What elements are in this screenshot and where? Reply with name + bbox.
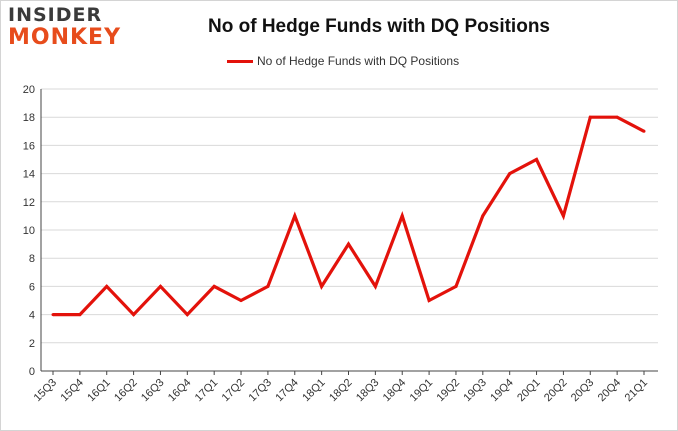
data-point bbox=[158, 284, 162, 288]
y-tick-label: 14 bbox=[23, 169, 35, 181]
y-tick-label: 6 bbox=[29, 281, 35, 293]
x-tick-label: 17Q2 bbox=[220, 377, 248, 405]
data-point bbox=[132, 313, 136, 317]
brand-logo-line1: INSIDER bbox=[8, 4, 103, 26]
series-line bbox=[53, 115, 645, 317]
y-tick-label: 2 bbox=[29, 338, 35, 350]
data-point bbox=[373, 284, 377, 288]
x-tick-label: 15Q4 bbox=[58, 377, 86, 405]
x-tick-label: 16Q3 bbox=[139, 377, 167, 405]
x-tick-label: 18Q2 bbox=[327, 377, 355, 405]
data-point bbox=[347, 242, 350, 246]
data-point bbox=[212, 284, 216, 288]
data-point bbox=[293, 214, 297, 218]
data-point bbox=[51, 313, 55, 317]
data-point bbox=[239, 299, 243, 302]
y-tick-label: 16 bbox=[23, 140, 35, 152]
x-tick-label: 20Q4 bbox=[596, 377, 624, 405]
legend-label: No of Hedge Funds with DQ Positions bbox=[257, 54, 460, 68]
data-point bbox=[185, 313, 189, 317]
chart-legend: No of Hedge Funds with DQ Positions bbox=[227, 54, 459, 68]
y-tick-label: 18 bbox=[23, 112, 35, 124]
brand-logo-line2: MONKEY bbox=[8, 25, 122, 50]
legend-swatch bbox=[227, 59, 253, 63]
data-point bbox=[320, 284, 324, 288]
y-tick-label: 4 bbox=[29, 310, 35, 322]
x-tick-label: 19Q2 bbox=[435, 377, 463, 405]
y-tick-label: 8 bbox=[29, 253, 35, 265]
brand-logo: INSIDER MONKEY bbox=[8, 6, 121, 49]
data-point bbox=[454, 284, 458, 288]
y-tick-label: 20 bbox=[23, 84, 35, 96]
x-tick-label: 18Q1 bbox=[300, 377, 328, 405]
chart-title: No of Hedge Funds with DQ Positions bbox=[208, 16, 550, 37]
data-point bbox=[588, 115, 592, 119]
data-point bbox=[481, 214, 485, 218]
x-tick-label: 16Q2 bbox=[112, 377, 140, 405]
x-tick-label: 20Q2 bbox=[542, 377, 570, 405]
data-point bbox=[266, 284, 270, 288]
x-tick-label: 17Q1 bbox=[193, 377, 221, 405]
x-tick-label: 18Q3 bbox=[354, 377, 382, 405]
x-tick-label: 19Q3 bbox=[461, 377, 489, 405]
y-tick-label: 10 bbox=[23, 225, 35, 237]
x-tick-label: 17Q3 bbox=[247, 377, 275, 405]
data-point bbox=[400, 214, 404, 218]
data-point bbox=[615, 115, 619, 119]
data-point bbox=[642, 129, 646, 133]
x-tick-label: 19Q4 bbox=[488, 377, 516, 405]
y-tick-label: 0 bbox=[29, 366, 35, 378]
x-tick-label: 16Q4 bbox=[166, 377, 194, 405]
data-point bbox=[105, 284, 109, 288]
data-point bbox=[427, 299, 431, 302]
y-tick-label: 12 bbox=[23, 197, 35, 209]
x-tick-label: 18Q4 bbox=[381, 377, 409, 405]
x-tick-label: 15Q3 bbox=[32, 377, 60, 405]
x-tick-label: 21Q1 bbox=[623, 377, 651, 405]
x-tick-label: 20Q3 bbox=[569, 377, 597, 405]
x-tick-label: 17Q4 bbox=[273, 377, 301, 405]
data-point bbox=[535, 158, 539, 161]
data-point bbox=[78, 313, 82, 317]
data-point bbox=[561, 214, 565, 218]
data-point bbox=[508, 172, 512, 176]
x-tick-label: 16Q1 bbox=[85, 377, 113, 405]
x-tick-label: 20Q1 bbox=[515, 377, 543, 405]
x-tick-label: 19Q1 bbox=[408, 377, 436, 405]
